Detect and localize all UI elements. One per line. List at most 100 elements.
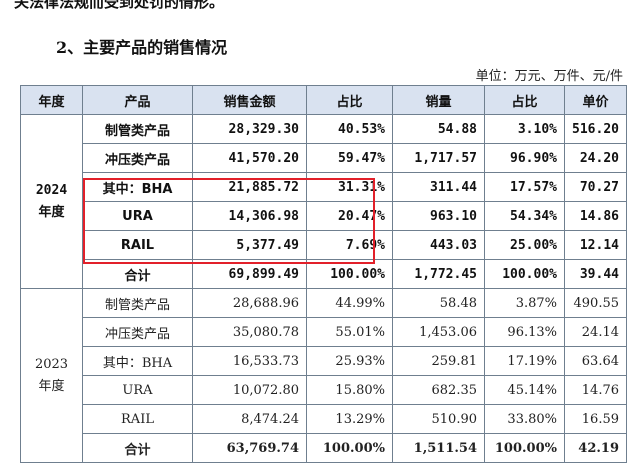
product-name: 制管类产品 bbox=[82, 114, 193, 144]
unit-price: 63.64 bbox=[564, 346, 627, 376]
sales-volume: 1,772.45 bbox=[392, 259, 485, 289]
product-name: 其中：BHA bbox=[82, 172, 193, 202]
sales-amount: 69,899.49 bbox=[192, 259, 307, 289]
header-unit-price: 单价 bbox=[564, 85, 627, 115]
volume-share: 3.87% bbox=[484, 288, 565, 318]
sales-volume: 510.90 bbox=[392, 404, 485, 434]
table-total-row: 合计 69,899.49 100.00% 1,772.45 100.00% 39… bbox=[21, 259, 627, 289]
volume-share: 33.80% bbox=[484, 404, 565, 434]
sales-amount: 35,080.78 bbox=[192, 317, 307, 347]
year-suffix: 年度 bbox=[38, 378, 65, 394]
unit-price: 39.44 bbox=[564, 259, 627, 289]
sales-table: 年度 产品 销售金额 占比 销量 占比 单价 2024 年度 制管类产品 28,… bbox=[20, 85, 627, 463]
section-title: 2、主要产品的销售情况 bbox=[56, 38, 228, 57]
product-name: 其中：BHA bbox=[82, 346, 193, 376]
preceding-text-fragment: 关法律法规而受到处罚的情形。 bbox=[14, 0, 225, 11]
amount-share: 40.53% bbox=[306, 114, 393, 144]
product-name: 冲压类产品 bbox=[82, 317, 193, 347]
unit-price: 14.86 bbox=[564, 201, 627, 231]
table-row: URA 14,306.98 20.47% 963.10 54.34% 14.86 bbox=[21, 201, 627, 231]
amount-share: 55.01% bbox=[306, 317, 393, 347]
header-volume: 销量 bbox=[392, 85, 485, 115]
sales-amount: 14,306.98 bbox=[192, 201, 307, 231]
volume-share: 3.10% bbox=[484, 114, 565, 144]
amount-share: 25.93% bbox=[306, 346, 393, 376]
product-name: RAIL bbox=[82, 404, 193, 434]
sales-volume: 1,511.54 bbox=[392, 433, 485, 463]
unit-price: 16.59 bbox=[564, 404, 627, 434]
unit-price: 24.20 bbox=[564, 143, 627, 173]
volume-share: 25.00% bbox=[484, 230, 565, 260]
amount-share: 13.29% bbox=[306, 404, 393, 434]
table-row: 冲压类产品 35,080.78 55.01% 1,453.06 96.13% 2… bbox=[21, 317, 627, 347]
sales-amount: 41,570.20 bbox=[192, 143, 307, 173]
volume-share: 100.00% bbox=[484, 259, 565, 289]
unit-price: 42.19 bbox=[564, 433, 627, 463]
volume-share: 17.19% bbox=[484, 346, 565, 376]
unit-price: 70.27 bbox=[564, 172, 627, 202]
amount-share: 15.80% bbox=[306, 375, 393, 405]
product-name: 制管类产品 bbox=[82, 288, 193, 318]
sales-volume: 259.81 bbox=[392, 346, 485, 376]
year-cell-2023: 2023 年度 bbox=[20, 288, 83, 463]
sales-volume: 682.35 bbox=[392, 375, 485, 405]
sales-amount: 5,377.49 bbox=[192, 230, 307, 260]
table-row: 其中：BHA 21,885.72 31.31% 311.44 17.57% 70… bbox=[21, 172, 627, 202]
table-row: URA 10,072.80 15.80% 682.35 45.14% 14.76 bbox=[21, 375, 627, 405]
header-sales-amount: 销售金额 bbox=[192, 85, 307, 115]
amount-share: 44.99% bbox=[306, 288, 393, 318]
sales-volume: 1,453.06 bbox=[392, 317, 485, 347]
table-header-row: 年度 产品 销售金额 占比 销量 占比 单价 bbox=[20, 85, 627, 115]
header-volume-share: 占比 bbox=[484, 85, 565, 115]
unit-price: 24.14 bbox=[564, 317, 627, 347]
year-label: 2023 bbox=[34, 356, 69, 372]
product-name: URA bbox=[82, 375, 193, 405]
amount-share: 7.69% bbox=[306, 230, 393, 260]
table-row: RAIL 5,377.49 7.69% 443.03 25.00% 12.14 bbox=[21, 230, 627, 260]
product-name: 合计 bbox=[82, 433, 193, 463]
year-label: 2024 bbox=[35, 182, 68, 198]
sales-volume: 311.44 bbox=[392, 172, 485, 202]
amount-share: 100.00% bbox=[306, 259, 393, 289]
unit-price: 14.76 bbox=[564, 375, 627, 405]
volume-share: 96.90% bbox=[484, 143, 565, 173]
product-name: RAIL bbox=[82, 230, 193, 260]
sales-volume: 58.48 bbox=[392, 288, 485, 318]
volume-share: 100.00% bbox=[484, 433, 565, 463]
amount-share: 100.00% bbox=[306, 433, 393, 463]
table-row: 其中：BHA 16,533.73 25.93% 259.81 17.19% 63… bbox=[21, 346, 627, 376]
table-row: 2023 年度 制管类产品 28,688.96 44.99% 58.48 3.8… bbox=[20, 288, 627, 463]
volume-share: 96.13% bbox=[484, 317, 565, 347]
sales-amount: 16,533.73 bbox=[192, 346, 307, 376]
header-product: 产品 bbox=[82, 85, 193, 115]
amount-share: 20.47% bbox=[306, 201, 393, 231]
sales-amount: 10,072.80 bbox=[192, 375, 307, 405]
table-row: RAIL 8,474.24 13.29% 510.90 33.80% 16.59 bbox=[21, 404, 627, 434]
product-name: 合计 bbox=[82, 259, 193, 289]
sales-amount: 63,769.74 bbox=[192, 433, 307, 463]
sales-amount: 28,688.96 bbox=[192, 288, 307, 318]
unit-price: 12.14 bbox=[564, 230, 627, 260]
header-amount-share: 占比 bbox=[306, 85, 393, 115]
volume-share: 54.34% bbox=[484, 201, 565, 231]
year-suffix: 年度 bbox=[38, 204, 65, 220]
sales-volume: 443.03 bbox=[392, 230, 485, 260]
table-row: 2024 年度 制管类产品 28,329.30 40.53% 54.88 3.1… bbox=[20, 114, 627, 289]
unit-price: 516.20 bbox=[564, 114, 627, 144]
sales-amount: 28,329.30 bbox=[192, 114, 307, 144]
table-total-row: 合计 63,769.74 100.00% 1,511.54 100.00% 42… bbox=[21, 433, 627, 463]
header-year: 年度 bbox=[20, 85, 83, 115]
table-row: 冲压类产品 41,570.20 59.47% 1,717.57 96.90% 2… bbox=[21, 143, 627, 173]
volume-share: 17.57% bbox=[484, 172, 565, 202]
unit-note: 单位：万元、万件、元/件 bbox=[475, 69, 623, 84]
amount-share: 59.47% bbox=[306, 143, 393, 173]
product-name: 冲压类产品 bbox=[82, 143, 193, 173]
sales-amount: 8,474.24 bbox=[192, 404, 307, 434]
product-name: URA bbox=[82, 201, 193, 231]
unit-price: 490.55 bbox=[564, 288, 627, 318]
year-cell-2024: 2024 年度 bbox=[20, 114, 83, 289]
sales-volume: 1,717.57 bbox=[392, 143, 485, 173]
sales-volume: 54.88 bbox=[392, 114, 485, 144]
sales-volume: 963.10 bbox=[392, 201, 485, 231]
volume-share: 45.14% bbox=[484, 375, 565, 405]
